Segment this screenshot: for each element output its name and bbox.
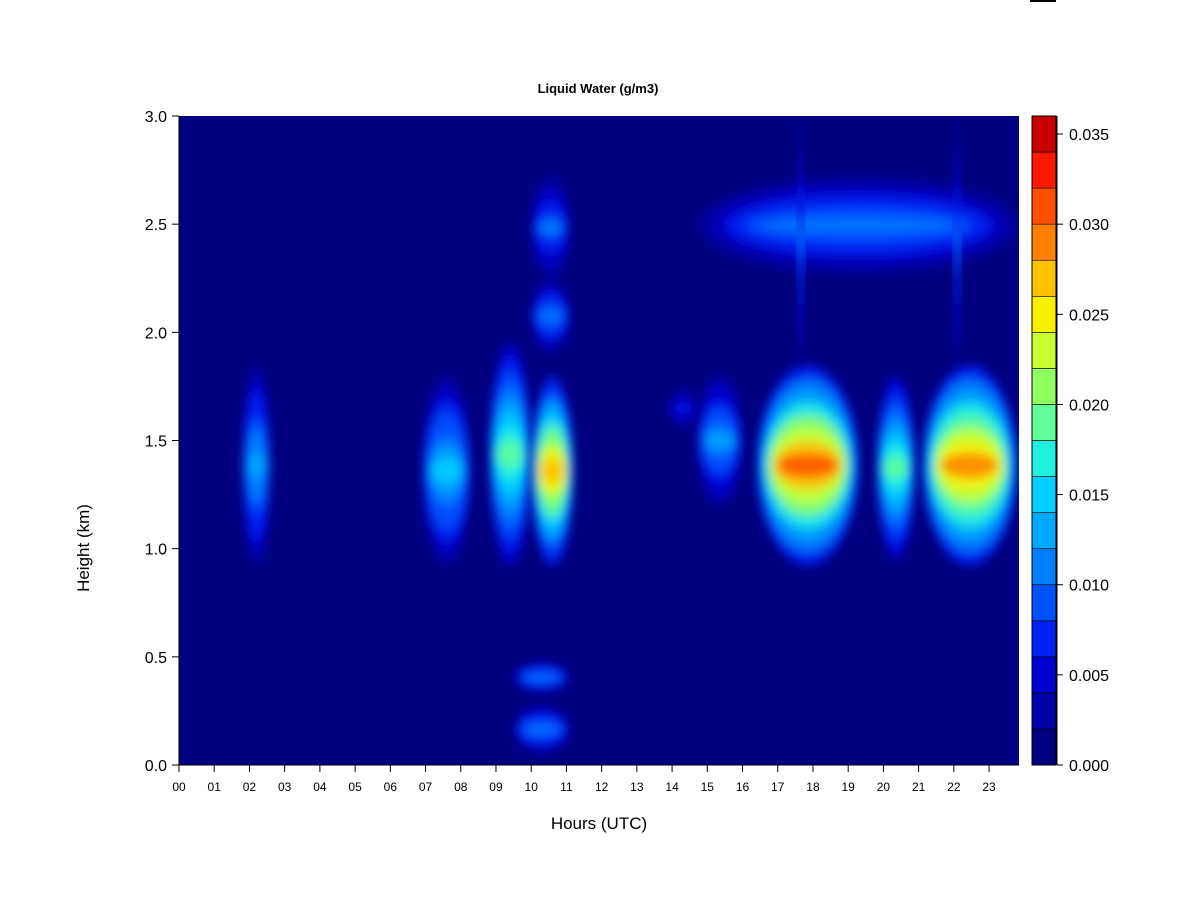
colorbar-swatch <box>1031 620 1057 658</box>
cloud-cell <box>422 375 472 566</box>
x-tick-label: 04 <box>313 780 327 794</box>
cloud-cell <box>700 176 1018 274</box>
cloud-cell <box>756 364 859 566</box>
colorbar-swatch <box>1031 368 1057 405</box>
colorbar-swatch <box>1031 259 1057 297</box>
x-tick-label: 09 <box>489 780 503 794</box>
x-tick-label: 21 <box>912 780 926 794</box>
colorbar-swatch <box>1031 656 1057 694</box>
x-tick-label: 00 <box>172 780 186 794</box>
x-tick-label: 20 <box>877 780 891 794</box>
cloud-contour <box>524 726 559 733</box>
cloud-cell <box>531 176 570 279</box>
colorbar-swatch <box>1031 548 1057 586</box>
colorbar-tick-label: 0.035 <box>1069 127 1109 144</box>
colorbar-tick-label: 0.025 <box>1069 307 1109 324</box>
colorbar-tick-label: 0.010 <box>1069 578 1109 595</box>
cloud-contour <box>762 219 955 232</box>
x-tick-label: 13 <box>630 780 644 794</box>
colorbar: 0.000 0.005 0.010 0.015 0.020 0.025 0.030 0.035 <box>1031 115 1109 775</box>
x-axis: 00 01 02 03 04 05 06 07 08 09 10 11 12 13 14 15 16 17 18 19… <box>172 764 1019 794</box>
colorbar-tick-label: 0.020 <box>1069 397 1109 414</box>
colorbar-swatch <box>1031 512 1057 549</box>
cloud-layer <box>242 116 1018 755</box>
cloud-contour <box>538 221 563 234</box>
colorbar-swatch <box>1031 440 1057 477</box>
cloud-cell <box>953 116 961 376</box>
x-tick-label: 11 <box>560 780 573 794</box>
cloud-cell <box>488 343 532 566</box>
cloud-cell <box>531 375 574 566</box>
x-tick-label: 22 <box>947 780 961 794</box>
x-tick-label: 03 <box>278 780 292 794</box>
y-tick-label: 0.5 <box>145 650 167 667</box>
colorbar-swatch <box>1031 692 1057 730</box>
colorbar-swatch <box>1031 187 1057 225</box>
cloud-contour <box>539 458 566 483</box>
cloud-contour <box>524 675 559 680</box>
x-tick-label: 10 <box>525 780 539 794</box>
cloud-contour <box>955 229 960 263</box>
x-tick-label: 19 <box>842 780 856 794</box>
cloud-contour <box>497 440 523 469</box>
cloud-cell <box>513 704 570 755</box>
x-tick-label: 12 <box>595 780 609 794</box>
cloud-contour <box>431 458 462 483</box>
x-tick-label: 07 <box>419 780 433 794</box>
colorbar-swatch <box>1031 115 1057 153</box>
colorbar-tick-label: 0.030 <box>1069 217 1109 234</box>
x-tick-label: 23 <box>982 780 996 794</box>
x-axis-label: Hours (UTC) <box>551 814 647 833</box>
colorbar-tick-label: 0.000 <box>1069 758 1109 775</box>
cloud-cell <box>242 364 271 566</box>
x-tick-label: 17 <box>771 780 785 794</box>
cloud-cell <box>668 386 697 430</box>
x-tick-label: 15 <box>701 780 715 794</box>
x-tick-label: 02 <box>243 780 257 794</box>
cloud-contour <box>705 432 734 449</box>
y-tick-label: 3.0 <box>145 109 167 126</box>
colorbar-swatch <box>1031 404 1057 441</box>
cloud-contour <box>798 229 803 263</box>
cloud-contour <box>776 452 839 478</box>
x-tick-label: 08 <box>454 780 468 794</box>
colorbar-tick-label: 0.005 <box>1069 668 1109 685</box>
cloud-cell <box>876 375 916 560</box>
colorbar-swatch <box>1031 584 1057 622</box>
colorbar-swatch <box>1031 476 1057 513</box>
cloud-contour <box>674 405 692 411</box>
colorbar-frame <box>1031 115 1057 766</box>
y-axis-label: Height (km) <box>74 504 93 592</box>
y-tick-label: 1.0 <box>145 542 167 559</box>
cloud-cell <box>797 116 805 376</box>
y-tick-label: 2.0 <box>145 325 167 342</box>
colorbar-tick-label: 0.015 <box>1069 488 1109 505</box>
colorbar-swatch <box>1031 295 1057 333</box>
chart-title: Liquid Water (g/m3) <box>538 81 659 96</box>
x-tick-label: 01 <box>208 780 222 794</box>
y-tick-label: 1.5 <box>145 434 167 451</box>
corner-mark <box>1030 0 1056 2</box>
cloud-contour <box>247 452 266 478</box>
cloud-cell <box>922 364 1018 566</box>
cloud-cell <box>531 278 570 354</box>
y-axis: 0.0 0.5 1.0 1.5 2.0 2.5 3.0 <box>145 109 180 775</box>
x-tick-label: 14 <box>665 780 679 794</box>
y-tick-label: 2.5 <box>145 217 167 234</box>
colorbar-swatch <box>1031 332 1057 369</box>
cloud-contour <box>538 311 563 321</box>
colorbar-swatch <box>1031 223 1057 261</box>
colorbar-swatch <box>1031 151 1057 189</box>
x-tick-label: 18 <box>806 780 820 794</box>
x-tick-label: 06 <box>384 780 398 794</box>
cloud-cell <box>696 375 743 506</box>
x-tick-label: 16 <box>736 780 750 794</box>
colorbar-swatch <box>1031 728 1057 766</box>
cloud-contour <box>883 456 908 480</box>
x-tick-label: 05 <box>348 780 362 794</box>
cloud-contour <box>940 452 999 478</box>
cloud-cell <box>513 661 570 694</box>
y-tick-label: 0.0 <box>145 758 167 775</box>
